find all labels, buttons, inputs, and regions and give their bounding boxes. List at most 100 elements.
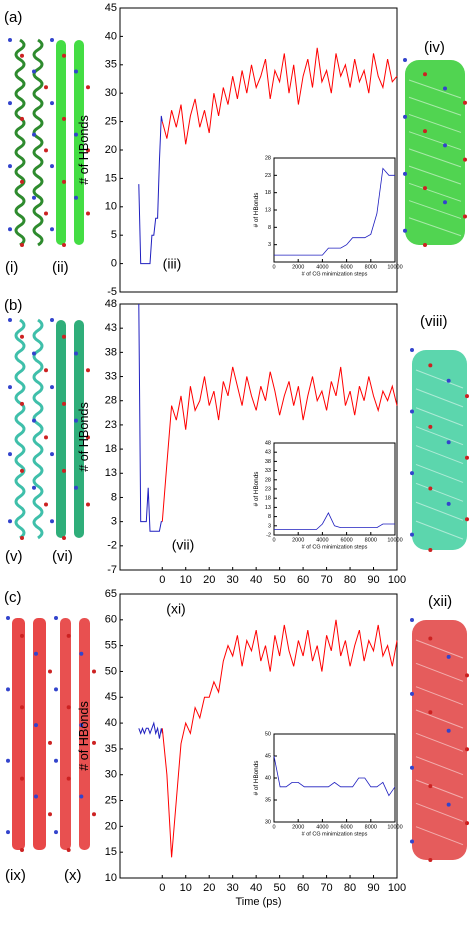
atom bbox=[463, 157, 467, 162]
strand bbox=[415, 756, 464, 776]
atom bbox=[20, 705, 24, 710]
y-tick-label: 60 bbox=[105, 614, 117, 626]
strand bbox=[408, 182, 462, 202]
atom bbox=[92, 740, 96, 745]
atom bbox=[465, 821, 469, 826]
y-tick-label: 30 bbox=[105, 769, 117, 781]
atom bbox=[8, 101, 12, 106]
atom bbox=[50, 101, 54, 106]
atom bbox=[463, 214, 467, 219]
atom bbox=[403, 58, 407, 62]
atom bbox=[446, 802, 451, 807]
x-tick-label: 2000 bbox=[292, 537, 304, 543]
strand bbox=[408, 200, 462, 220]
atom bbox=[20, 53, 24, 58]
atom bbox=[20, 633, 24, 638]
y-tick-label: 43 bbox=[265, 450, 271, 456]
y-tick-label: 3 bbox=[268, 523, 271, 529]
strand bbox=[408, 165, 462, 185]
atom bbox=[403, 228, 407, 233]
x-tick-label: 60 bbox=[297, 574, 309, 586]
x-tick-label: 20 bbox=[203, 882, 215, 894]
atom bbox=[50, 38, 54, 42]
strand bbox=[14, 38, 26, 247]
y-tick-label: 45 bbox=[105, 691, 117, 703]
y-tick-label: 5 bbox=[111, 229, 117, 241]
y-tick-label: 20 bbox=[105, 144, 117, 156]
atom bbox=[465, 394, 469, 399]
x-tick-label: 90 bbox=[367, 882, 379, 894]
atom bbox=[20, 116, 24, 121]
plot-area bbox=[273, 733, 396, 823]
strand bbox=[415, 501, 464, 521]
y-axis-label: # of HBonds bbox=[77, 701, 91, 771]
panel-label: (a) bbox=[4, 9, 22, 26]
atom bbox=[463, 100, 467, 105]
x-tick-label: 100 bbox=[388, 882, 406, 894]
x-tick-label: 50 bbox=[274, 574, 286, 586]
atom bbox=[423, 186, 427, 191]
y-tick-label: 8 bbox=[268, 225, 271, 231]
atom bbox=[74, 485, 78, 490]
atom bbox=[44, 502, 48, 507]
atom bbox=[410, 765, 414, 770]
atom bbox=[44, 211, 48, 216]
y-tick-label: 13 bbox=[265, 505, 271, 511]
y-tick-label: 38 bbox=[265, 459, 271, 465]
atom bbox=[20, 536, 24, 540]
atom bbox=[20, 848, 24, 852]
atom bbox=[20, 243, 24, 247]
atom bbox=[74, 351, 78, 356]
y-tick-label: 50 bbox=[105, 665, 117, 677]
y-tick-label: 65 bbox=[105, 588, 117, 600]
atom bbox=[34, 651, 38, 656]
atom bbox=[79, 723, 84, 728]
atom bbox=[465, 747, 469, 752]
strand bbox=[56, 320, 66, 538]
atom bbox=[428, 710, 433, 715]
x-tick-label: 50 bbox=[274, 882, 286, 894]
atom bbox=[66, 848, 71, 852]
atom bbox=[443, 200, 447, 205]
atom bbox=[62, 116, 66, 121]
x-tick-label: 100 bbox=[388, 574, 406, 586]
y-tick-label: 45 bbox=[105, 2, 117, 14]
y-tick-label: 18 bbox=[105, 443, 117, 455]
atom bbox=[44, 368, 48, 373]
y-tick-label: 10 bbox=[105, 201, 117, 213]
strand bbox=[415, 802, 464, 822]
x-axis-label: # of CG minimization steps bbox=[302, 272, 368, 278]
atom bbox=[62, 334, 66, 339]
atom bbox=[8, 38, 12, 42]
y-tick-label: 3 bbox=[111, 516, 117, 528]
atom bbox=[410, 532, 414, 537]
atom bbox=[446, 654, 451, 659]
strand bbox=[12, 618, 25, 850]
y-tick-label: 33 bbox=[105, 370, 117, 382]
data-line bbox=[138, 721, 163, 739]
strand bbox=[415, 709, 464, 729]
atom bbox=[66, 776, 71, 781]
y-axis-label: # of HBonds bbox=[253, 761, 260, 796]
atom bbox=[443, 143, 447, 148]
atom bbox=[62, 536, 66, 540]
x-tick-label: 4000 bbox=[316, 537, 328, 543]
molecule bbox=[8, 318, 48, 540]
atom bbox=[62, 243, 66, 247]
x-tick-label: 6000 bbox=[340, 824, 352, 830]
atom bbox=[20, 401, 24, 406]
y-tick-label: 8 bbox=[111, 491, 117, 503]
x-tick-label: 10000 bbox=[387, 824, 402, 830]
y-tick-label: 23 bbox=[265, 486, 271, 492]
y-tick-label: 43 bbox=[105, 322, 117, 334]
x-tick-label: 70 bbox=[320, 574, 332, 586]
x-tick-label: 0 bbox=[272, 824, 275, 830]
atom bbox=[74, 132, 78, 137]
atom bbox=[86, 368, 90, 373]
atom bbox=[8, 519, 12, 524]
panel-label: (ii) bbox=[52, 259, 69, 276]
atom bbox=[66, 633, 71, 638]
atom bbox=[428, 636, 433, 641]
molecule bbox=[50, 318, 90, 540]
atom bbox=[410, 409, 414, 414]
